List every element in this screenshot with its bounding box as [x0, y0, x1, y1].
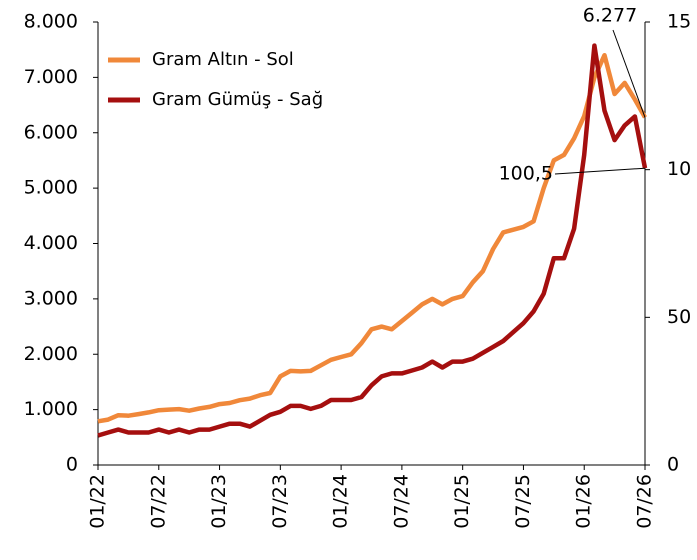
y-tick-label: 0 [66, 454, 78, 476]
y-tick-label: 5.000 [24, 177, 78, 199]
end-label: 100,5 [499, 163, 553, 185]
y2-tick-label: 0 [667, 454, 679, 476]
x-tick-label: 01/23 [208, 474, 230, 529]
x-tick-label: 07/22 [147, 474, 169, 529]
y-tick-label: 8.000 [24, 11, 78, 33]
x-tick-label: 07/25 [512, 474, 534, 529]
x-tick-label: 01/25 [451, 474, 473, 529]
y-tick-label: 1.000 [24, 398, 78, 420]
end-label: 6.277 [583, 5, 637, 27]
y-tick-label: 4.000 [24, 232, 78, 254]
x-tick-label: 01/24 [330, 474, 352, 529]
y2-tick-label: 15 [667, 11, 691, 33]
legend-label: Gram Altın - Sol [152, 49, 294, 70]
y2-tick-label: 10 [667, 158, 691, 180]
y2-tick-label: 50 [667, 306, 691, 328]
x-tick-label: 01/26 [573, 474, 595, 529]
y-tick-label: 7.000 [24, 66, 78, 88]
annotation-leader [554, 167, 646, 175]
y-tick-label: 3.000 [24, 287, 78, 309]
y-tick-label: 6.000 [24, 121, 78, 143]
annotation-leader [612, 29, 646, 118]
x-tick-label: 01/22 [87, 474, 109, 529]
legend-label: Gram Gümüş - Sağ [152, 89, 323, 110]
x-tick-label: 07/24 [390, 474, 412, 529]
series-line [97, 43, 648, 438]
y-tick-label: 2.000 [24, 343, 78, 365]
series-line [97, 52, 647, 424]
x-tick-label: 07/26 [634, 474, 656, 529]
x-tick-label: 07/23 [269, 474, 291, 529]
